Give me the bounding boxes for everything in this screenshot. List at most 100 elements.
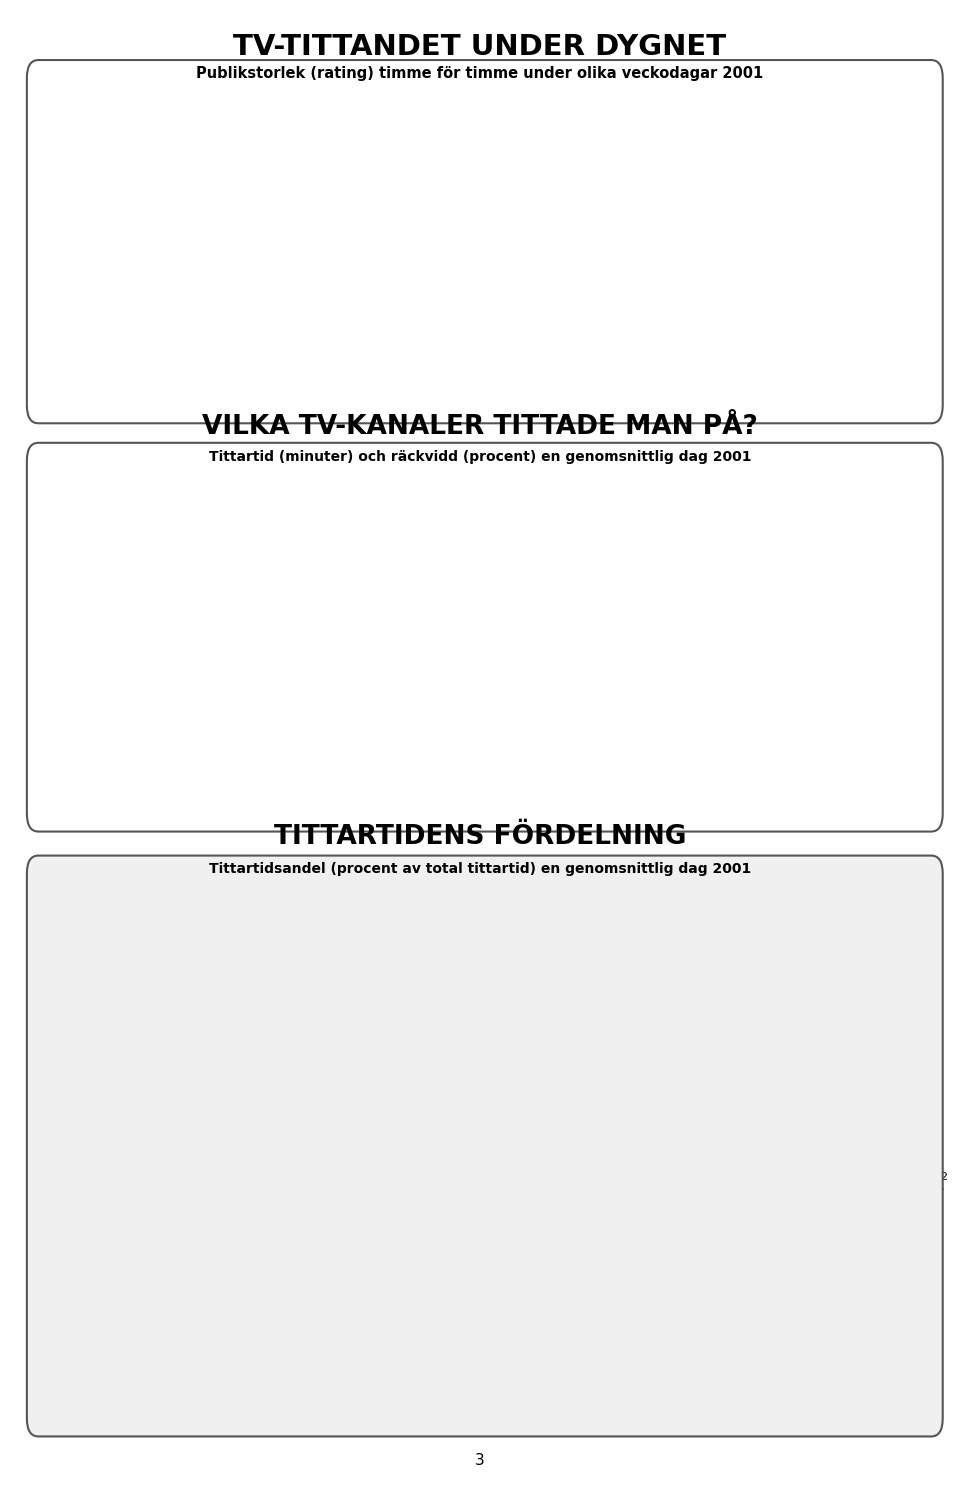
Text: 39,2: 39,2 <box>464 605 493 618</box>
Text: min: min <box>366 533 392 545</box>
Sön <box>99 356 110 374</box>
Lör <box>285 321 297 339</box>
Tot <box>348 335 359 353</box>
Text: 46,8: 46,8 <box>729 570 758 582</box>
Må-To <box>285 341 297 359</box>
Må-To <box>658 347 669 365</box>
Lör <box>595 128 607 146</box>
Text: 22,0: 22,0 <box>729 713 758 726</box>
Tot <box>285 339 297 357</box>
Text: VILKA TV-KANALER TITTADE MAN PÅ?: VILKA TV-KANALER TITTADE MAN PÅ? <box>202 414 758 440</box>
Tot <box>658 344 669 362</box>
Line: Lör: Lör <box>105 125 663 350</box>
Text: Kanal 5: Kanal 5 <box>79 713 129 726</box>
Text: TV4
28%: TV4 28% <box>39 1237 64 1259</box>
Text: 14: 14 <box>627 713 643 726</box>
Sön <box>409 309 420 327</box>
Text: 148: 148 <box>366 794 392 808</box>
Lör <box>161 309 173 327</box>
Text: 19: 19 <box>371 749 387 761</box>
Title: Hela TV-befolkningen: Hela TV-befolkningen <box>171 919 348 934</box>
Fre <box>533 140 544 158</box>
Text: 23: 23 <box>626 605 643 618</box>
Text: Publikstorlek (rating) timme för timme under olika veckodagar 2001: Publikstorlek (rating) timme för timme u… <box>197 66 763 81</box>
Line: Fre: Fre <box>105 141 663 360</box>
Text: TOTALT: TOTALT <box>79 794 133 808</box>
Line: Må-To: Må-To <box>105 143 663 360</box>
Lör <box>348 318 359 336</box>
Text: *) Tittardata för 20 "övriga" TV-kanaler redovisas på sid 7: *) Tittardata för 20 "övriga" TV-kanaler… <box>61 785 362 797</box>
Fre <box>161 345 173 363</box>
Text: 10: 10 <box>371 713 387 726</box>
Text: 27: 27 <box>626 749 643 761</box>
Må-To <box>161 347 173 365</box>
Text: 160: 160 <box>622 794 648 808</box>
Sön <box>471 279 483 297</box>
Wedge shape <box>229 1141 337 1301</box>
Må-To <box>595 134 607 152</box>
Legend: Tot, Må-To, Fre, Lör, Sön: Tot, Må-To, Fre, Lör, Sön <box>741 162 852 297</box>
Text: Tittartid (minuter) och räckvidd (procent) en genomsnittlig dag 2001: Tittartid (minuter) och räckvidd (procen… <box>208 450 752 464</box>
Text: 21,0: 21,0 <box>464 641 493 654</box>
Text: Tittartid: Tittartid <box>606 504 664 516</box>
Fre <box>99 351 110 369</box>
Fre <box>595 132 607 150</box>
Sön <box>595 137 607 155</box>
Text: SVT1
21%: SVT1 21% <box>837 955 866 976</box>
Tot <box>595 131 607 149</box>
Sön <box>348 312 359 330</box>
Wedge shape <box>259 1141 420 1282</box>
Text: 75,2: 75,2 <box>729 794 758 808</box>
Text: 38: 38 <box>627 677 643 690</box>
Text: SVT2
17%: SVT2 17% <box>451 1243 480 1265</box>
Text: Kanal 5
9%: Kanal 5 9% <box>442 1081 484 1103</box>
Sön <box>285 318 297 336</box>
Tot <box>224 338 235 356</box>
Text: 44,5: 44,5 <box>729 677 758 690</box>
Wedge shape <box>540 1141 701 1301</box>
Fre <box>285 339 297 357</box>
Text: Övriga
13%: Övriga 13% <box>133 925 171 949</box>
Wedge shape <box>259 980 420 1141</box>
Text: TV4
24%: TV4 24% <box>523 1292 548 1313</box>
Text: TV3
11%: TV3 11% <box>294 1349 320 1372</box>
Text: 48,9: 48,9 <box>464 570 493 582</box>
Text: Kanal 5
6%: Kanal 5 6% <box>29 1010 71 1033</box>
Tot <box>99 350 110 368</box>
Lör <box>471 260 483 278</box>
Tot <box>161 344 173 362</box>
Fre <box>658 345 669 363</box>
Text: Övriga TV-kanaler*): Övriga TV-kanaler*) <box>79 749 210 763</box>
Må-To <box>471 269 483 287</box>
Text: Satellit-TV-befolkningen: Satellit-TV-befolkningen <box>599 477 779 489</box>
Text: 22,0: 22,0 <box>464 749 493 761</box>
Tot <box>409 321 420 339</box>
Text: TV3: TV3 <box>79 641 105 654</box>
Fre <box>348 336 359 354</box>
Wedge shape <box>98 1081 259 1300</box>
Line: Sön: Sön <box>105 119 663 365</box>
Text: %: % <box>737 533 750 545</box>
Text: TV4: TV4 <box>79 677 105 690</box>
Text: 37,3: 37,3 <box>729 605 758 618</box>
Text: %: % <box>472 533 485 545</box>
Text: 30,7: 30,7 <box>729 749 758 761</box>
Sön <box>658 347 669 365</box>
Text: %: % <box>71 68 83 81</box>
Text: 30,5: 30,5 <box>729 641 758 654</box>
Må-To <box>348 338 359 356</box>
Må-To <box>224 339 235 357</box>
Sön <box>533 110 544 128</box>
Line: Tot: Tot <box>105 140 663 359</box>
Text: 74,0: 74,0 <box>464 794 493 808</box>
Wedge shape <box>560 980 701 1141</box>
Text: min: min <box>622 533 648 545</box>
Fre <box>471 267 483 285</box>
Lör <box>99 338 110 356</box>
Må-To <box>533 143 544 161</box>
Text: 34: 34 <box>627 570 643 582</box>
Text: TV-TITTANDET UNDER DYGNET: TV-TITTANDET UNDER DYGNET <box>233 33 727 62</box>
Title: Satellit-TV-befolkningen: Satellit-TV-befolkningen <box>602 919 800 934</box>
Text: 25: 25 <box>371 605 387 618</box>
Text: SVT2
14%: SVT2 14% <box>920 1172 948 1193</box>
